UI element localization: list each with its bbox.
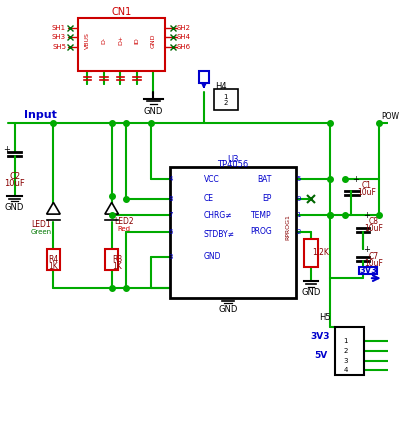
Text: 3: 3 (168, 254, 173, 260)
Text: +: + (3, 145, 10, 154)
Text: 10uF: 10uF (364, 259, 383, 268)
Text: ID: ID (134, 37, 140, 43)
Text: 1: 1 (296, 212, 301, 218)
Text: D+: D+ (118, 35, 123, 45)
Text: C8: C8 (369, 217, 379, 226)
Text: CE: CE (204, 194, 214, 203)
Bar (304, 239, 318, 267)
Text: R3: R3 (112, 255, 123, 264)
Text: 3: 3 (344, 358, 348, 364)
Text: 9: 9 (296, 195, 301, 202)
Text: C7: C7 (369, 252, 379, 261)
Text: SH4: SH4 (177, 34, 191, 41)
Text: Input: Input (24, 110, 57, 120)
Text: GND: GND (144, 107, 163, 116)
Polygon shape (47, 203, 60, 214)
Text: Red: Red (118, 226, 131, 232)
Text: 2: 2 (223, 100, 228, 106)
Text: VCC: VCC (204, 175, 220, 184)
Text: SH6: SH6 (177, 44, 191, 50)
Text: 1: 1 (344, 338, 348, 344)
Text: R4: R4 (48, 255, 58, 264)
Text: H4: H4 (216, 82, 227, 92)
Text: +: + (363, 211, 370, 219)
Bar (359, 267, 377, 274)
Text: 5: 5 (296, 176, 300, 182)
Text: 2: 2 (344, 348, 348, 354)
Text: TEMP: TEMP (251, 211, 272, 219)
Text: LED2: LED2 (114, 217, 134, 226)
Bar (105, 249, 118, 271)
Text: 10uF: 10uF (4, 179, 25, 187)
Text: SH5: SH5 (52, 44, 66, 50)
Text: +: + (363, 245, 370, 254)
Text: SH2: SH2 (177, 24, 191, 31)
Text: Green: Green (30, 229, 51, 235)
Text: 10uF: 10uF (364, 224, 383, 233)
Text: BAT: BAT (258, 175, 272, 184)
Bar (47, 249, 60, 271)
Polygon shape (105, 203, 118, 214)
Text: 8: 8 (168, 195, 173, 202)
Text: POW: POW (382, 111, 400, 121)
Text: C2: C2 (9, 172, 20, 181)
Text: 1K: 1K (113, 262, 122, 271)
Text: GND: GND (301, 288, 320, 297)
Bar (199, 71, 209, 83)
Text: VBUS: VBUS (85, 32, 90, 49)
Bar (214, 89, 238, 110)
Text: SH1: SH1 (52, 24, 66, 31)
Text: RPROG1: RPROG1 (285, 214, 290, 240)
Text: SH3: SH3 (52, 34, 66, 41)
Text: CN1: CN1 (111, 7, 132, 17)
Bar (335, 327, 364, 375)
Text: GND: GND (204, 252, 222, 261)
Text: +: + (352, 175, 359, 184)
Bar (78, 18, 165, 71)
Text: LED1: LED1 (31, 220, 50, 229)
Text: 2: 2 (296, 229, 300, 235)
Text: D-: D- (101, 37, 106, 44)
Text: 1.2K: 1.2K (312, 249, 329, 257)
Text: H5: H5 (320, 313, 331, 322)
Text: 6: 6 (168, 229, 173, 235)
Text: STDBY≠: STDBY≠ (204, 230, 235, 239)
Text: EP: EP (262, 194, 272, 203)
Text: C1: C1 (362, 181, 372, 190)
Text: 3V3: 3V3 (311, 332, 330, 341)
Text: GND: GND (151, 33, 156, 48)
Text: U3: U3 (227, 155, 239, 164)
Text: GND: GND (5, 203, 24, 212)
Text: 1: 1 (223, 94, 228, 100)
Text: 5V: 5V (314, 352, 327, 360)
Text: CHRG≠: CHRG≠ (204, 211, 232, 219)
Text: 3V3: 3V3 (359, 266, 377, 275)
Text: PROG: PROG (250, 227, 272, 236)
Text: 10uF: 10uF (358, 188, 376, 197)
Text: 4: 4 (344, 368, 348, 373)
Text: GND: GND (218, 305, 238, 314)
Text: 1K: 1K (48, 262, 58, 271)
Text: TP4056: TP4056 (218, 160, 249, 169)
Text: 4: 4 (168, 176, 173, 182)
Bar (170, 167, 296, 298)
Text: 7: 7 (168, 212, 173, 218)
